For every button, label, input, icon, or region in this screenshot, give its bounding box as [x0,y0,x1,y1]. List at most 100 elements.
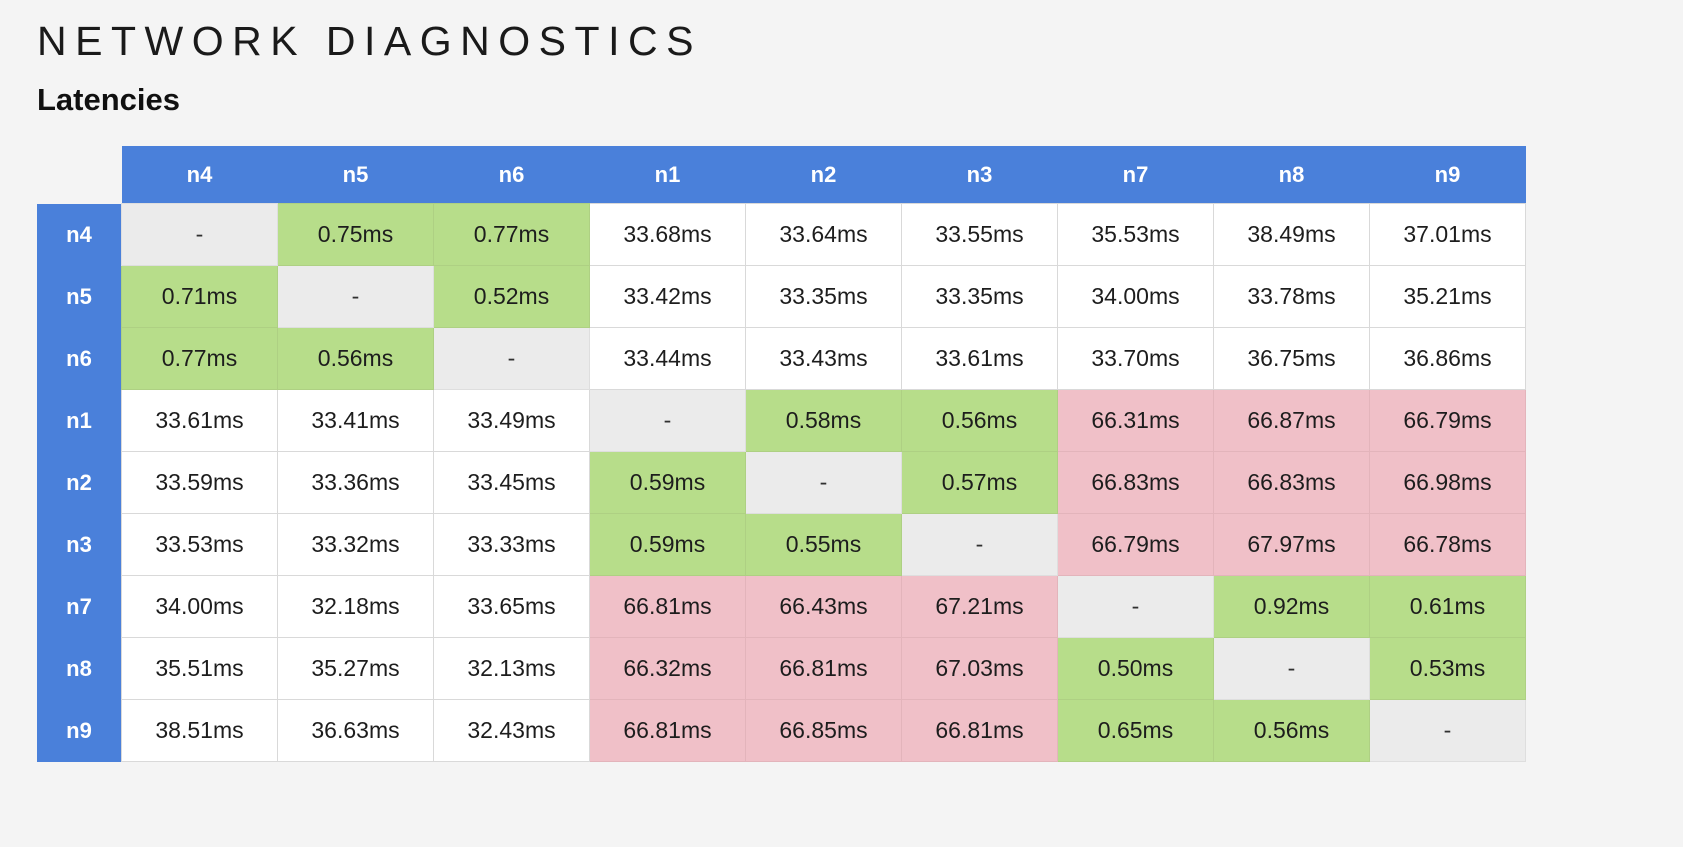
latency-cell-n8-n2: 66.81ms [745,637,902,700]
latency-cell-n6-n8: 36.75ms [1213,327,1370,390]
latency-cell-n6-n1: 33.44ms [589,327,746,390]
table-row: n2 33.59ms 33.36ms 33.45ms 0.59ms -0.57ms 66.8… [37,451,1526,514]
latency-cell-n9-n5: 36.63ms [277,699,434,762]
latency-cell-n5-n2: 33.35ms [745,265,902,328]
latency-cell-n3-n3: - [901,513,1058,576]
latency-cell-n7-n6: 33.65ms [433,575,590,638]
column-header-n8[interactable]: n8 [1213,146,1370,204]
latency-cell-n9-n6: 32.43ms [433,699,590,762]
latency-cell-n3-n2: 0.55ms [745,513,902,576]
row-header-n9[interactable]: n9 [37,699,122,762]
latency-cell-n1-n7: 66.31ms [1057,389,1214,452]
row-header-n1[interactable]: n1 [37,389,122,452]
latency-cell-n3-n9: 66.78ms [1369,513,1526,576]
latency-cell-n5-n6: 0.52ms [433,265,590,328]
latency-cell-n7-n9: 0.61ms [1369,575,1526,638]
row-header-n6[interactable]: n6 [37,327,122,390]
latency-cell-n4-n7: 35.53ms [1057,203,1214,266]
latency-cell-n9-n2: 66.85ms [745,699,902,762]
row-header-n4[interactable]: n4 [37,203,122,266]
latency-cell-n2-n4: 33.59ms [121,451,278,514]
table-row: n3 33.53ms 33.32ms 33.33ms 0.59ms 0.55ms -66.7… [37,513,1526,576]
latency-cell-n2-n5: 33.36ms [277,451,434,514]
latency-cell-n6-n5: 0.56ms [277,327,434,390]
latency-cell-n2-n2: - [745,451,902,514]
table-row: n6 0.77ms 0.56ms -33.44ms 33.43ms 33.61ms 33.7… [37,327,1526,390]
latency-cell-n3-n8: 67.97ms [1213,513,1370,576]
matrix-body: n4-0.75ms 0.77ms 33.68ms 33.64ms 33.55ms 35.5… [37,203,1526,762]
column-header-n5[interactable]: n5 [277,146,434,204]
latency-cell-n1-n9: 66.79ms [1369,389,1526,452]
latency-cell-n9-n3: 66.81ms [901,699,1058,762]
latency-cell-n5-n3: 33.35ms [901,265,1058,328]
latency-cell-n7-n4: 34.00ms [121,575,278,638]
latency-cell-n1-n8: 66.87ms [1213,389,1370,452]
latency-cell-n8-n1: 66.32ms [589,637,746,700]
latency-cell-n5-n8: 33.78ms [1213,265,1370,328]
latency-cell-n5-n5: - [277,265,434,328]
latency-cell-n4-n1: 33.68ms [589,203,746,266]
column-header-n4[interactable]: n4 [121,146,278,204]
column-header-n1[interactable]: n1 [589,146,746,204]
latency-cell-n9-n7: 0.65ms [1057,699,1214,762]
latency-cell-n8-n9: 0.53ms [1369,637,1526,700]
latency-cell-n5-n7: 34.00ms [1057,265,1214,328]
matrix-corner-cell [37,146,122,204]
latency-cell-n4-n4: - [121,203,278,266]
latency-cell-n4-n6: 0.77ms [433,203,590,266]
latency-cell-n9-n1: 66.81ms [589,699,746,762]
latency-cell-n3-n4: 33.53ms [121,513,278,576]
row-header-n3[interactable]: n3 [37,513,122,576]
latency-cell-n9-n4: 38.51ms [121,699,278,762]
matrix-header: n4 n5 n6 n1 n2 n3 n7 n8 n9 [37,146,1526,204]
latency-cell-n4-n2: 33.64ms [745,203,902,266]
latency-cell-n6-n9: 36.86ms [1369,327,1526,390]
column-header-n2[interactable]: n2 [745,146,902,204]
latency-cell-n3-n7: 66.79ms [1057,513,1214,576]
latency-cell-n4-n3: 33.55ms [901,203,1058,266]
latency-cell-n7-n2: 66.43ms [745,575,902,638]
latency-cell-n6-n7: 33.70ms [1057,327,1214,390]
column-header-n7[interactable]: n7 [1057,146,1214,204]
row-header-n8[interactable]: n8 [37,637,122,700]
latency-cell-n8-n6: 32.13ms [433,637,590,700]
latency-cell-n8-n8: - [1213,637,1370,700]
latency-cell-n7-n3: 67.21ms [901,575,1058,638]
row-header-n5[interactable]: n5 [37,265,122,328]
column-header-n9[interactable]: n9 [1369,146,1526,204]
latency-cell-n2-n6: 33.45ms [433,451,590,514]
column-header-n6[interactable]: n6 [433,146,590,204]
latency-cell-n2-n7: 66.83ms [1057,451,1214,514]
latency-cell-n8-n3: 67.03ms [901,637,1058,700]
latency-cell-n9-n9: - [1369,699,1526,762]
latency-cell-n3-n6: 33.33ms [433,513,590,576]
latency-cell-n3-n1: 0.59ms [589,513,746,576]
latency-cell-n6-n2: 33.43ms [745,327,902,390]
latency-cell-n7-n5: 32.18ms [277,575,434,638]
latency-cell-n3-n5: 33.32ms [277,513,434,576]
latency-cell-n6-n4: 0.77ms [121,327,278,390]
table-row: n5 0.71ms -0.52ms 33.42ms 33.35ms 33.35ms 34.0… [37,265,1526,328]
latency-matrix-table: n4 n5 n6 n1 n2 n3 n7 n8 n9 n4-0.75ms 0.77ms 33.68m… [37,146,1526,762]
latency-cell-n2-n8: 66.83ms [1213,451,1370,514]
latency-cell-n1-n2: 0.58ms [745,389,902,452]
latency-cell-n6-n3: 33.61ms [901,327,1058,390]
column-header-n3[interactable]: n3 [901,146,1058,204]
latency-cell-n8-n5: 35.27ms [277,637,434,700]
row-header-n7[interactable]: n7 [37,575,122,638]
latency-cell-n5-n9: 35.21ms [1369,265,1526,328]
latency-cell-n5-n1: 33.42ms [589,265,746,328]
latency-cell-n7-n1: 66.81ms [589,575,746,638]
latency-cell-n1-n6: 33.49ms [433,389,590,452]
latency-cell-n4-n9: 37.01ms [1369,203,1526,266]
latency-cell-n1-n5: 33.41ms [277,389,434,452]
latency-cell-n4-n8: 38.49ms [1213,203,1370,266]
latency-cell-n1-n1: - [589,389,746,452]
latency-cell-n1-n3: 0.56ms [901,389,1058,452]
page-title: NETWORK DIAGNOSTICS [37,18,702,64]
latency-matrix-container: n4 n5 n6 n1 n2 n3 n7 n8 n9 n4-0.75ms 0.77ms 33.68m… [37,146,1526,762]
table-row: n9 38.51ms 36.63ms 32.43ms 66.81ms 66.85ms 66.… [37,699,1526,762]
row-header-n2[interactable]: n2 [37,451,122,514]
latency-cell-n9-n8: 0.56ms [1213,699,1370,762]
